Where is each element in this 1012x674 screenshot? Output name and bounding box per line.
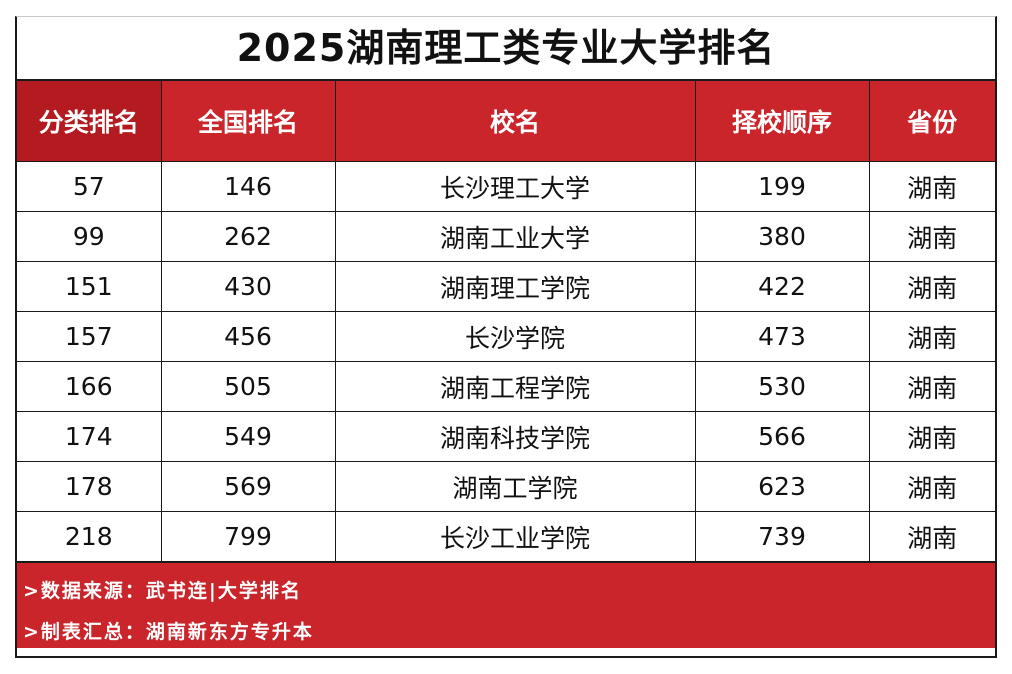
cell-school-name: 湖南科技学院	[334, 411, 696, 462]
cell-national-rank: 146	[160, 161, 336, 212]
cell-category-rank: 174	[17, 411, 162, 462]
cell-category-rank: 151	[17, 261, 162, 312]
cell-category-rank: 57	[17, 161, 162, 212]
cell-province: 湖南	[868, 311, 995, 362]
cell-category-rank: 178	[17, 461, 162, 512]
cell-national-rank: 569	[160, 461, 336, 512]
ranking-sheet: 2025湖南理工类专业大学排名 分类排名 全国排名 校名 择校顺序 省份 57 …	[15, 16, 997, 658]
footer-notes: >数据来源：武书连|大学排名 >制表汇总：湖南新东方专升本	[17, 562, 995, 648]
table-row: 99 262 湖南工业大学 380 湖南	[17, 211, 995, 262]
header-category-rank: 分类排名	[17, 81, 162, 162]
header-selection-order: 择校顺序	[694, 81, 870, 162]
table-row: 174 549 湖南科技学院 566 湖南	[17, 411, 995, 462]
cell-school-name: 长沙工业学院	[334, 511, 696, 562]
table-header-row: 分类排名 全国排名 校名 择校顺序 省份	[17, 81, 995, 162]
ranking-table: 分类排名 全国排名 校名 择校顺序 省份 57 146 长沙理工大学 199 湖…	[17, 81, 995, 562]
page-title: 2025湖南理工类专业大学排名	[17, 17, 995, 81]
data-source-note: >数据来源：武书连|大学排名	[23, 580, 302, 602]
cell-selection-order: 422	[694, 261, 870, 312]
cell-province: 湖南	[868, 461, 995, 512]
table-row: 166 505 湖南工程学院 530 湖南	[17, 361, 995, 412]
cell-category-rank: 166	[17, 361, 162, 412]
cell-national-rank: 549	[160, 411, 336, 462]
table-row: 218 799 长沙工业学院 739 湖南	[17, 511, 995, 562]
cell-national-rank: 505	[160, 361, 336, 412]
cell-province: 湖南	[868, 361, 995, 412]
cell-province: 湖南	[868, 511, 995, 562]
table-row: 178 569 湖南工学院 623 湖南	[17, 461, 995, 512]
cell-national-rank: 456	[160, 311, 336, 362]
cell-school-name: 湖南工学院	[334, 461, 696, 512]
cell-category-rank: 99	[17, 211, 162, 262]
compiler-note: >制表汇总：湖南新东方专升本	[23, 621, 314, 643]
cell-national-rank: 799	[160, 511, 336, 562]
cell-school-name: 湖南理工学院	[334, 261, 696, 312]
cell-selection-order: 739	[694, 511, 870, 562]
cell-province: 湖南	[868, 161, 995, 212]
table-row: 57 146 长沙理工大学 199 湖南	[17, 161, 995, 212]
cell-school-name: 湖南工程学院	[334, 361, 696, 412]
cell-school-name: 长沙学院	[334, 311, 696, 362]
cell-selection-order: 473	[694, 311, 870, 362]
cell-selection-order: 566	[694, 411, 870, 462]
cell-category-rank: 218	[17, 511, 162, 562]
header-school-name: 校名	[334, 81, 696, 162]
table-row: 157 456 长沙学院 473 湖南	[17, 311, 995, 362]
cell-selection-order: 623	[694, 461, 870, 512]
cell-category-rank: 157	[17, 311, 162, 362]
cell-province: 湖南	[868, 261, 995, 312]
cell-province: 湖南	[868, 411, 995, 462]
cell-selection-order: 530	[694, 361, 870, 412]
cell-province: 湖南	[868, 211, 995, 262]
cell-national-rank: 262	[160, 211, 336, 262]
cell-selection-order: 380	[694, 211, 870, 262]
cell-school-name: 湖南工业大学	[334, 211, 696, 262]
cell-selection-order: 199	[694, 161, 870, 212]
cell-school-name: 长沙理工大学	[334, 161, 696, 212]
cell-national-rank: 430	[160, 261, 336, 312]
header-national-rank: 全国排名	[160, 81, 336, 162]
table-row: 151 430 湖南理工学院 422 湖南	[17, 261, 995, 312]
header-province: 省份	[868, 81, 995, 162]
